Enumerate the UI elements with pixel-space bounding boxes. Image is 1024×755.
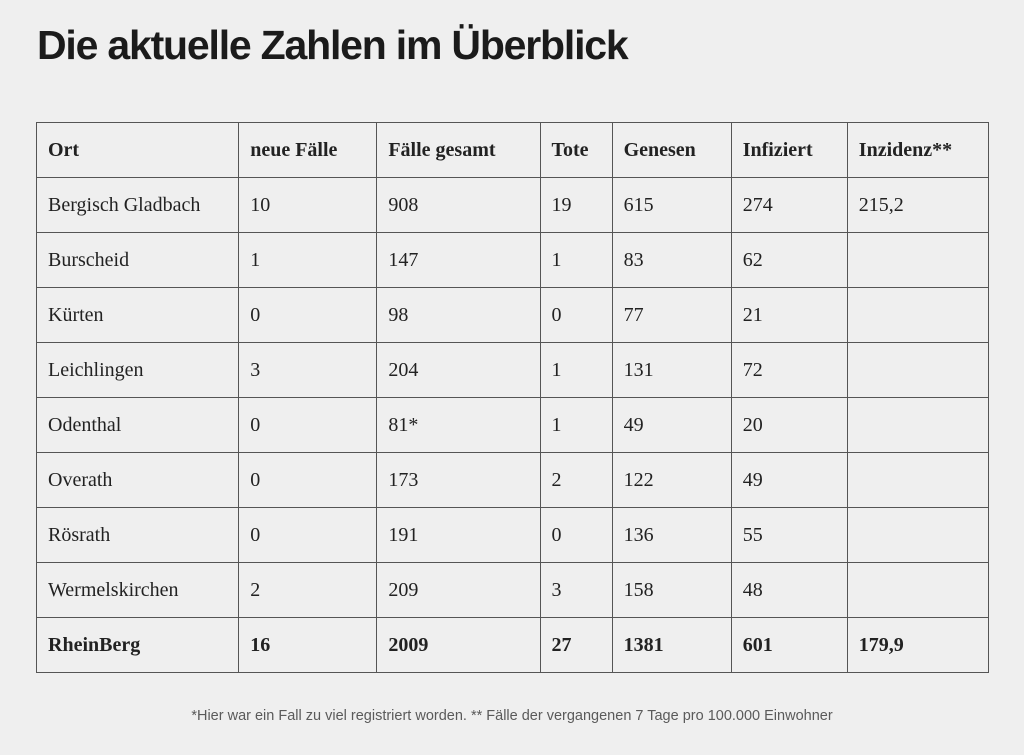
cell-infiziert: 48 [730, 562, 848, 618]
cell-tote: 19 [539, 177, 613, 233]
cell-tote: 1 [539, 342, 613, 398]
table-row: Wermelskirchen 2 209 3 158 48 [35, 562, 990, 618]
cell-ort: Wermelskirchen [35, 562, 240, 618]
cell-neue-faelle: 2 [238, 562, 378, 618]
cell-genesen: 49 [611, 397, 732, 453]
cell-infiziert: 20 [730, 397, 848, 453]
cell-genesen: 131 [611, 342, 732, 398]
table-row: Kürten 0 98 0 77 21 [35, 287, 990, 343]
total-cell-genesen: 1381 [611, 617, 732, 673]
cell-genesen: 77 [611, 287, 732, 343]
cell-inzidenz [846, 507, 990, 563]
cell-genesen: 158 [611, 562, 732, 618]
table-container: Ort neue Fälle Fälle gesamt Tote Genesen… [35, 122, 990, 673]
total-cell-inzidenz: 179,9 [846, 617, 990, 673]
cell-inzidenz [846, 397, 990, 453]
data-table: Ort neue Fälle Fälle gesamt Tote Genesen… [35, 122, 990, 673]
cell-neue-faelle: 0 [238, 507, 378, 563]
cell-ort: Burscheid [35, 232, 240, 288]
cell-genesen: 83 [611, 232, 732, 288]
cell-faelle-gesamt: 908 [376, 177, 541, 233]
header-genesen: Genesen [611, 122, 732, 178]
cell-faelle-gesamt: 191 [376, 507, 541, 563]
cell-ort: Bergisch Gladbach [35, 177, 240, 233]
total-cell-faelle-gesamt: 2009 [376, 617, 541, 673]
header-row: Ort neue Fälle Fälle gesamt Tote Genesen… [35, 122, 990, 178]
cell-infiziert: 55 [730, 507, 848, 563]
cell-infiziert: 49 [730, 452, 848, 508]
table-row: Overath 0 173 2 122 49 [35, 452, 990, 508]
cell-infiziert: 274 [730, 177, 848, 233]
cell-infiziert: 72 [730, 342, 848, 398]
total-cell-infiziert: 601 [730, 617, 848, 673]
header-neue-faelle: neue Fälle [238, 122, 378, 178]
page-title: Die aktuelle Zahlen im Überblick [37, 22, 629, 68]
cell-tote: 2 [539, 452, 613, 508]
cell-tote: 3 [539, 562, 613, 618]
cell-ort: Kürten [35, 287, 240, 343]
cell-inzidenz [846, 342, 990, 398]
total-cell-tote: 27 [539, 617, 613, 673]
cell-neue-faelle: 0 [238, 452, 378, 508]
cell-faelle-gesamt: 209 [376, 562, 541, 618]
cell-ort: Rösrath [35, 507, 240, 563]
total-cell-neue-faelle: 16 [238, 617, 378, 673]
cell-neue-faelle: 10 [238, 177, 378, 233]
cell-neue-faelle: 3 [238, 342, 378, 398]
cell-neue-faelle: 0 [238, 287, 378, 343]
cell-inzidenz [846, 287, 990, 343]
table-row: Burscheid 1 147 1 83 62 [35, 232, 990, 288]
cell-inzidenz [846, 452, 990, 508]
cell-faelle-gesamt: 98 [376, 287, 541, 343]
total-cell-ort: RheinBerg [35, 617, 240, 673]
cell-neue-faelle: 1 [238, 232, 378, 288]
footnote: *Hier war ein Fall zu viel registriert w… [191, 708, 833, 724]
cell-faelle-gesamt: 173 [376, 452, 541, 508]
header-tote: Tote [539, 122, 613, 178]
cell-inzidenz: 215,2 [846, 177, 990, 233]
header-infiziert: Infiziert [730, 122, 848, 178]
cell-tote: 1 [539, 232, 613, 288]
cell-infiziert: 21 [730, 287, 848, 343]
cell-ort: Leichlingen [35, 342, 240, 398]
total-row: RheinBerg 16 2009 27 1381 601 179,9 [35, 617, 990, 673]
cell-genesen: 615 [611, 177, 732, 233]
cell-ort: Overath [35, 452, 240, 508]
cell-genesen: 122 [611, 452, 732, 508]
cell-faelle-gesamt: 81* [376, 397, 541, 453]
header-ort: Ort [35, 122, 240, 178]
table-row: Bergisch Gladbach 10 908 19 615 274 215,2 [35, 177, 990, 233]
table-row: Leichlingen 3 204 1 131 72 [35, 342, 990, 398]
table-row: Rösrath 0 191 0 136 55 [35, 507, 990, 563]
cell-tote: 1 [539, 397, 613, 453]
cell-inzidenz [846, 562, 990, 618]
cell-faelle-gesamt: 204 [376, 342, 541, 398]
table-row: Odenthal 0 81* 1 49 20 [35, 397, 990, 453]
cell-genesen: 136 [611, 507, 732, 563]
cell-ort: Odenthal [35, 397, 240, 453]
cell-tote: 0 [539, 287, 613, 343]
cell-tote: 0 [539, 507, 613, 563]
cell-faelle-gesamt: 147 [376, 232, 541, 288]
header-inzidenz: Inzidenz** [846, 122, 990, 178]
cell-infiziert: 62 [730, 232, 848, 288]
cell-inzidenz [846, 232, 990, 288]
header-faelle-gesamt: Fälle gesamt [376, 122, 541, 178]
cell-neue-faelle: 0 [238, 397, 378, 453]
table-body: Bergisch Gladbach 10 908 19 615 274 215,2 Bursc… [35, 177, 990, 673]
